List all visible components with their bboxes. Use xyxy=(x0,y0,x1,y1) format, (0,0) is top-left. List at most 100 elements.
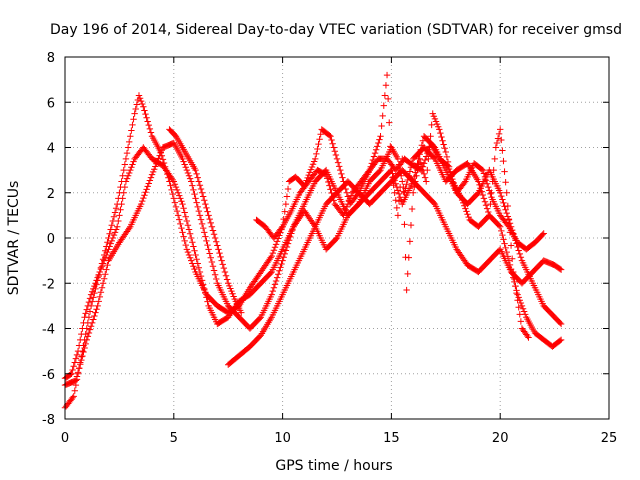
data-point xyxy=(211,234,219,242)
data-point xyxy=(278,260,285,268)
data-point xyxy=(203,237,210,245)
data-point xyxy=(514,291,521,298)
data-point xyxy=(194,203,201,211)
data-point xyxy=(343,189,350,196)
data-point xyxy=(123,149,131,157)
data-point xyxy=(190,186,197,194)
data-point xyxy=(112,205,120,212)
data-point xyxy=(283,243,291,251)
data-point xyxy=(309,161,317,168)
data-point xyxy=(494,135,502,142)
data-point xyxy=(493,139,501,147)
data-point xyxy=(501,240,508,247)
data-point xyxy=(218,257,225,264)
data-point xyxy=(208,223,216,230)
data-point xyxy=(97,265,105,273)
data-point xyxy=(182,213,189,220)
data-point xyxy=(70,363,77,370)
data-point xyxy=(172,183,180,191)
data-point xyxy=(209,227,217,234)
data-point xyxy=(405,254,413,261)
chart-title: Day 196 of 2014, Sidereal Day-to-day VTE… xyxy=(50,22,622,38)
data-point xyxy=(226,282,233,290)
data-point xyxy=(204,208,211,215)
data-point xyxy=(189,260,196,267)
data-point xyxy=(183,166,191,174)
data-point xyxy=(193,256,200,263)
data-point xyxy=(132,105,139,113)
data-point xyxy=(329,193,336,200)
data-point xyxy=(280,254,287,261)
data-point xyxy=(71,359,78,366)
data-point xyxy=(333,155,341,163)
data-point xyxy=(205,246,212,253)
data-point xyxy=(439,137,446,144)
data-point xyxy=(556,265,564,273)
data-point xyxy=(497,189,504,196)
data-point xyxy=(339,174,346,181)
data-point xyxy=(394,212,402,219)
data-point xyxy=(326,132,333,139)
data-point xyxy=(82,310,89,317)
data-point xyxy=(393,204,401,212)
data-point xyxy=(137,97,145,105)
data-point xyxy=(210,267,218,274)
data-point xyxy=(186,230,194,237)
data-point xyxy=(157,149,164,157)
data-point xyxy=(195,264,203,271)
data-point xyxy=(143,186,150,193)
data-point xyxy=(478,166,485,173)
data-point xyxy=(380,102,387,109)
data-point xyxy=(480,195,488,202)
data-point xyxy=(228,287,235,295)
data-point xyxy=(82,340,89,348)
data-point xyxy=(487,190,494,198)
data-point xyxy=(127,132,134,140)
data-point xyxy=(206,250,213,257)
data-point xyxy=(273,238,281,245)
data-point xyxy=(128,164,135,171)
data-point xyxy=(94,277,101,284)
data-point xyxy=(112,226,120,233)
data-point xyxy=(520,308,528,315)
data-point xyxy=(104,261,111,269)
data-point xyxy=(423,178,430,185)
data-point xyxy=(141,107,148,114)
data-point xyxy=(103,266,110,273)
data-point xyxy=(483,205,491,212)
data-point xyxy=(191,247,198,254)
data-point xyxy=(106,243,113,250)
data-point xyxy=(474,190,481,198)
data-point xyxy=(393,183,401,191)
data-point xyxy=(427,132,434,140)
data-point xyxy=(342,206,349,213)
data-point xyxy=(227,285,234,292)
data-point xyxy=(118,200,125,208)
data-point xyxy=(285,237,293,244)
data-point xyxy=(394,155,402,163)
data-point xyxy=(502,206,509,213)
data-point xyxy=(376,168,383,175)
data-point xyxy=(170,195,177,202)
data-point xyxy=(282,200,290,208)
data-point xyxy=(119,195,126,202)
data-point xyxy=(332,235,340,243)
data-point xyxy=(382,82,390,89)
data-point xyxy=(517,299,525,307)
data-point xyxy=(96,293,104,301)
y-tick-label: 2 xyxy=(47,187,55,202)
data-point xyxy=(522,311,529,318)
data-point xyxy=(130,158,137,165)
data-point xyxy=(181,209,188,216)
data-point xyxy=(91,312,98,320)
data-point xyxy=(144,183,151,190)
data-point xyxy=(505,216,513,224)
data-point xyxy=(448,172,455,179)
data-point xyxy=(123,175,131,182)
x-tick-label: 5 xyxy=(170,431,178,446)
data-point xyxy=(379,112,386,120)
data-point xyxy=(136,95,144,102)
data-point xyxy=(91,289,98,297)
data-point xyxy=(194,174,201,181)
